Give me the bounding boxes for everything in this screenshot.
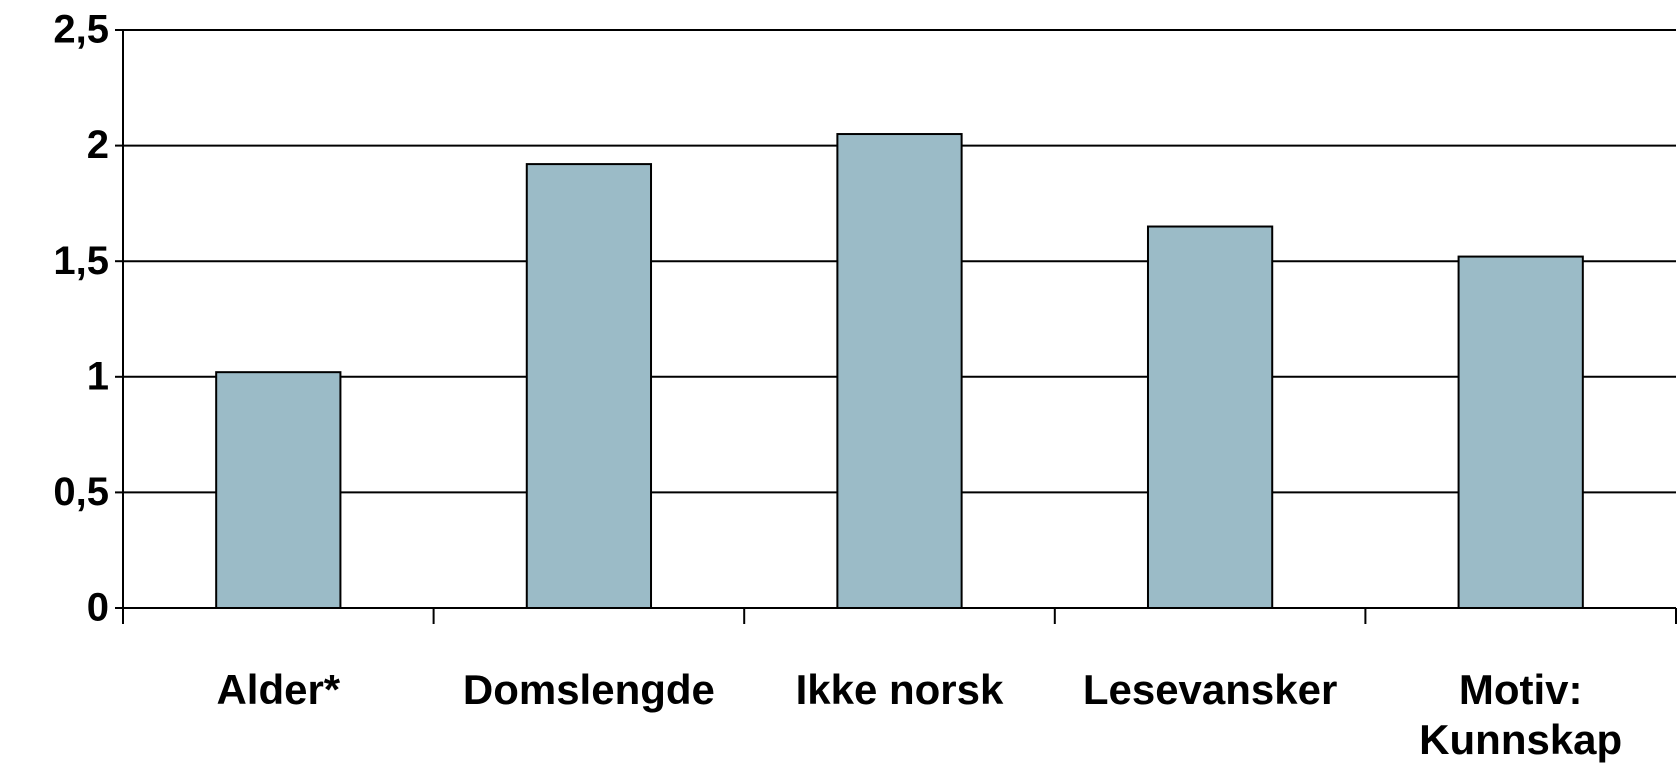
x-tick-label: Lesevansker	[1082, 666, 1338, 713]
x-tick-label: Ikke norsk	[795, 666, 1004, 713]
bar	[215, 371, 342, 609]
y-tick-label: 1	[87, 354, 109, 398]
y-tick-label: 0	[87, 586, 109, 630]
x-tick-label: Domslengde	[462, 666, 715, 713]
bar	[525, 163, 653, 609]
x-tick-label: Motiv: Kunnskap	[1419, 666, 1623, 763]
bar	[1457, 255, 1584, 609]
bar	[1146, 225, 1274, 610]
y-tick-label: 0,5	[53, 470, 109, 514]
y-tick-label: 1,5	[53, 239, 109, 283]
bar	[836, 133, 963, 609]
y-tick-label: 2	[87, 123, 109, 167]
x-tick-label: Alder*	[216, 666, 341, 713]
y-tick-label: 2,5	[53, 8, 109, 52]
